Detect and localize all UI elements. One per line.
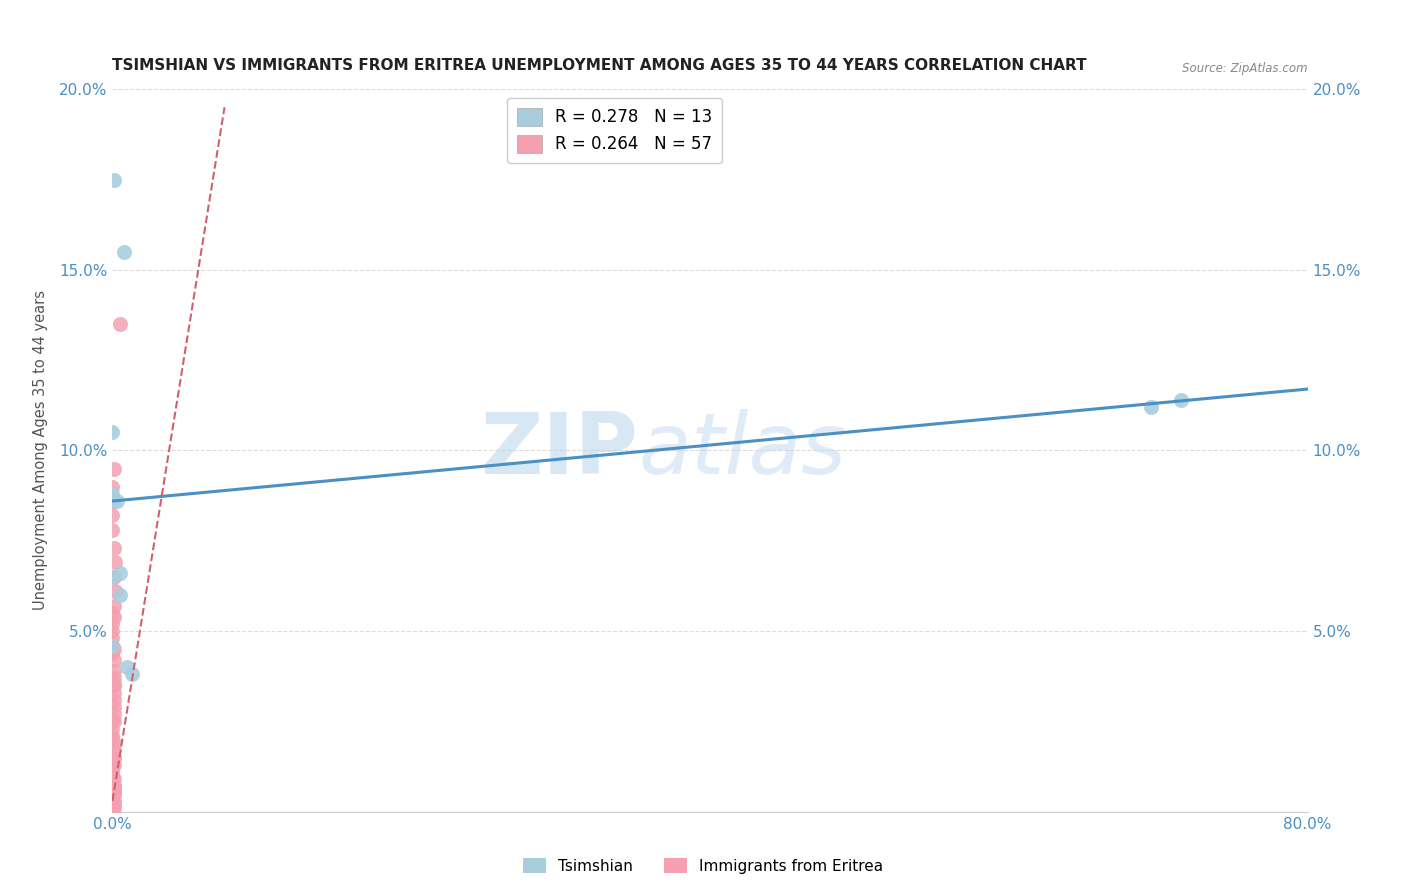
- Text: ZIP: ZIP: [481, 409, 638, 492]
- Point: [103, 743, 125, 757]
- Point: [103, 750, 125, 764]
- Point: [101, 732, 124, 747]
- Point: [101, 764, 124, 779]
- Point: [101, 794, 124, 808]
- Point: [103, 757, 125, 772]
- Point: [104, 556, 127, 570]
- Point: [103, 685, 125, 699]
- Point: [101, 639, 124, 653]
- Point: [105, 494, 128, 508]
- Point: [103, 772, 125, 787]
- Point: [101, 801, 124, 815]
- Point: [108, 588, 131, 602]
- Point: [101, 639, 124, 653]
- Point: [101, 632, 124, 646]
- Point: [101, 570, 124, 584]
- Point: [103, 700, 125, 714]
- Point: [103, 570, 125, 584]
- Point: [101, 769, 124, 783]
- Point: [108, 317, 131, 331]
- Point: [103, 172, 125, 186]
- Point: [103, 692, 125, 706]
- Point: [101, 714, 124, 729]
- Point: [103, 780, 125, 794]
- Point: [101, 790, 124, 805]
- Legend: Tsimshian, Immigrants from Eritrea: Tsimshian, Immigrants from Eritrea: [517, 852, 889, 880]
- Y-axis label: Unemployment Among Ages 35 to 44 years: Unemployment Among Ages 35 to 44 years: [34, 291, 48, 610]
- Point: [103, 714, 125, 729]
- Point: [101, 508, 124, 523]
- Point: [101, 797, 124, 812]
- Point: [103, 787, 125, 801]
- Point: [101, 616, 124, 631]
- Point: [101, 523, 124, 537]
- Text: atlas: atlas: [638, 409, 846, 492]
- Point: [103, 664, 125, 678]
- Point: [103, 653, 125, 667]
- Point: [103, 678, 125, 692]
- Point: [103, 599, 125, 613]
- Point: [1139, 400, 1161, 414]
- Text: TSIMSHIAN VS IMMIGRANTS FROM ERITREA UNEMPLOYMENT AMONG AGES 35 TO 44 YEARS CORR: TSIMSHIAN VS IMMIGRANTS FROM ERITREA UNE…: [112, 58, 1087, 73]
- Point: [101, 776, 124, 790]
- Point: [108, 566, 131, 581]
- Point: [103, 461, 125, 475]
- Point: [103, 642, 125, 657]
- Point: [103, 736, 125, 750]
- Point: [101, 646, 124, 660]
- Point: [101, 494, 124, 508]
- Text: Source: ZipAtlas.com: Source: ZipAtlas.com: [1182, 62, 1308, 75]
- Point: [101, 480, 124, 494]
- Point: [103, 707, 125, 722]
- Point: [121, 667, 143, 681]
- Point: [103, 797, 125, 812]
- Point: [103, 783, 125, 797]
- Point: [101, 754, 124, 768]
- Point: [1170, 392, 1192, 407]
- Point: [103, 750, 125, 764]
- Point: [103, 801, 125, 815]
- Point: [101, 425, 124, 440]
- Point: [101, 624, 124, 639]
- Point: [103, 678, 125, 692]
- Point: [114, 244, 135, 259]
- Legend: R = 0.278   N = 13, R = 0.264   N = 57: R = 0.278 N = 13, R = 0.264 N = 57: [506, 97, 723, 163]
- Point: [101, 487, 124, 501]
- Point: [103, 783, 125, 797]
- Point: [103, 541, 125, 555]
- Point: [101, 722, 124, 736]
- Point: [101, 729, 124, 743]
- Point: [101, 761, 124, 775]
- Point: [103, 780, 125, 794]
- Point: [103, 671, 125, 685]
- Point: [103, 787, 125, 801]
- Point: [101, 606, 124, 620]
- Point: [103, 794, 125, 808]
- Point: [103, 609, 125, 624]
- Point: [104, 584, 127, 599]
- Point: [117, 660, 139, 674]
